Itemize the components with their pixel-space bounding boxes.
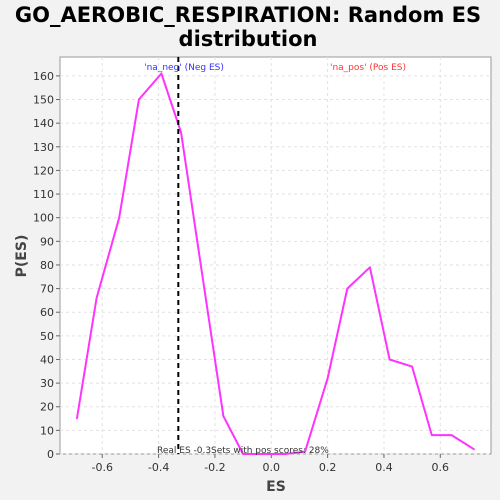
y-tick-label: 90	[40, 235, 54, 248]
series-line	[75, 72, 475, 455]
data-point	[346, 287, 349, 290]
data-point	[180, 131, 182, 134]
x-tick-label: 0.6	[432, 461, 450, 474]
y-tick-label: 70	[40, 283, 54, 296]
pos-es-label: 'na_pos' (Pos ES)	[330, 63, 406, 73]
data-point	[388, 358, 391, 361]
x-tick-label: -0.2	[204, 461, 225, 474]
y-tick-label: 40	[40, 353, 54, 366]
x-tick-label: 0.2	[319, 461, 337, 474]
y-tick-label: 10	[40, 424, 54, 437]
data-point	[222, 415, 225, 417]
data-point	[411, 365, 413, 368]
data-point	[95, 297, 98, 299]
data-point	[473, 448, 475, 451]
plot-area	[59, 56, 492, 455]
data-point	[242, 453, 244, 455]
data-point	[450, 434, 453, 436]
axes: 0 10 20 30 40 50 60 70 80 90 100 110 120 130 140 150 160…	[33, 70, 449, 474]
series-layer	[75, 72, 475, 455]
y-tick-label: 30	[40, 377, 54, 390]
annotations: 'na_neg' (Neg ES) 'na_pos' (Pos ES) Real E…	[144, 57, 406, 456]
data-point	[118, 216, 120, 219]
data-point	[369, 266, 371, 269]
x-tick-label: -0.6	[92, 461, 113, 474]
chart-title-line1: GO_AEROBIC_RESPIRATION: Random ES	[15, 3, 481, 27]
x-axis-label: ES	[266, 479, 286, 495]
data-point	[160, 72, 163, 75]
y-tick-label: 80	[40, 259, 54, 272]
data-point	[431, 434, 433, 436]
x-tick-label: 0.4	[375, 461, 393, 474]
y-tick-label: 160	[33, 70, 54, 83]
y-tick-label: 50	[40, 330, 54, 343]
y-tick-label: 100	[33, 212, 54, 225]
y-tick-label: 130	[33, 141, 54, 154]
real-es-label: Real ES -0.3	[157, 446, 211, 456]
y-tick-label: 120	[33, 164, 54, 177]
data-point	[304, 450, 306, 453]
y-tick-label: 140	[33, 117, 54, 130]
data-point	[76, 417, 78, 420]
y-axis-label: P(ES)	[14, 235, 30, 278]
chart-title-line2: distribution	[179, 27, 318, 51]
y-tick-label: 20	[40, 401, 54, 414]
data-point	[326, 377, 329, 380]
grid	[60, 57, 491, 455]
data-point	[200, 264, 202, 266]
y-tick-label: 110	[33, 188, 54, 201]
y-tick-label: 0	[47, 448, 54, 461]
y-tick-label: 150	[33, 94, 54, 107]
data-point	[138, 98, 140, 101]
x-tick-label: 0.0	[263, 461, 281, 474]
pos-scores-label: Sets with pos scores: 28%	[211, 446, 329, 456]
y-tick-label: 60	[40, 306, 54, 319]
x-tick-label: -0.4	[148, 461, 169, 474]
data-point	[284, 453, 287, 455]
neg-es-label: 'na_neg' (Neg ES)	[144, 63, 224, 73]
data-point	[264, 453, 267, 455]
